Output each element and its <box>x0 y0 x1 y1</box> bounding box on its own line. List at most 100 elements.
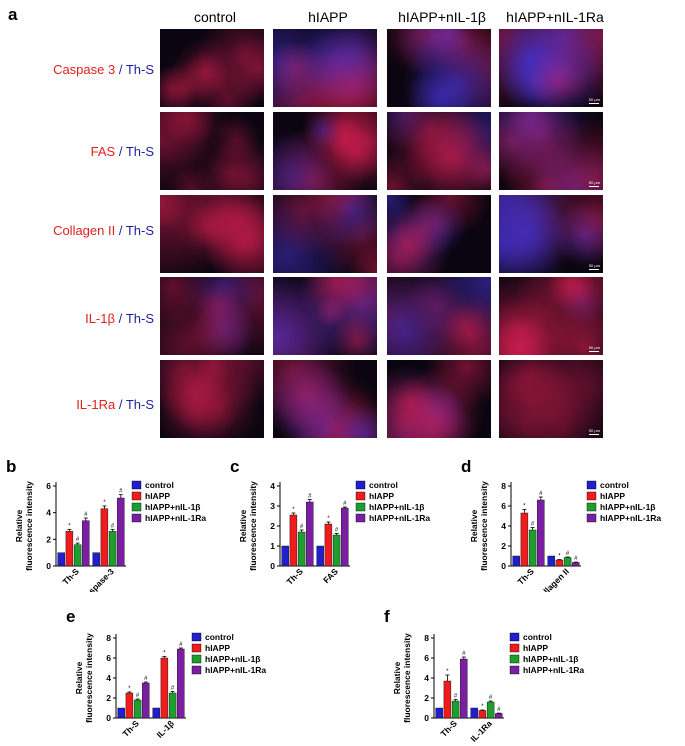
scale-bar-label: 50 μm <box>588 263 600 268</box>
x-tick-label: IL-1β <box>154 718 175 739</box>
legend-swatch <box>509 654 520 664</box>
significance-mark: # <box>497 707 501 713</box>
micrograph-collagen2-hiapp-nil1b <box>387 195 491 273</box>
y-tick-label: 6 <box>46 481 51 491</box>
bar-hiapp-nil-1ra <box>142 682 150 719</box>
legend-label: hIAPP+nIL-1β <box>600 502 656 512</box>
panel-letter-d: d <box>461 457 471 476</box>
significance-mark: # <box>531 522 535 528</box>
micrograph-fas-hiapp <box>273 112 377 190</box>
micrograph-il1ra-hiapp-nil1b <box>387 360 491 438</box>
column-header-hiapp-nil1ra: hIAPP+nIL-1Ra <box>506 9 604 25</box>
panel-letter-c: c <box>230 457 239 476</box>
x-tick-label: Th-S <box>120 718 141 739</box>
bar-hiapp-nil-1- <box>332 534 341 567</box>
significance-mark: # <box>136 693 140 699</box>
bar-hiapp-nil-1ra <box>177 648 185 719</box>
legend-label: hIAPP+nIL-1Ra <box>205 665 266 675</box>
legend-swatch <box>355 502 366 512</box>
micrograph-il1b-control <box>160 277 264 355</box>
bar-control <box>57 552 65 567</box>
micrograph-caspase3-control <box>160 29 264 107</box>
legend-label: hIAPP+nIL-1Ra <box>600 513 661 523</box>
bar-hiapp-nil-1- <box>563 557 572 567</box>
significance-mark: * <box>292 507 295 513</box>
y-tick-label: 0 <box>501 561 506 571</box>
bar-hiapp-nil-1- <box>486 701 495 719</box>
micrograph-collagen2-hiapp <box>273 195 377 273</box>
significance-mark: # <box>84 512 88 518</box>
bar-hiapp <box>125 692 134 719</box>
bar-hiapp-nil-1- <box>297 531 306 567</box>
chart-d: d Relativefluorescence intensity 0 2 4 6 8 * # # T… <box>461 457 661 592</box>
y-axis-label: Relativefluorescence intensity <box>74 633 94 723</box>
x-tick-label: Th-S <box>60 566 81 587</box>
significance-mark: # <box>179 642 183 648</box>
legend-label: hIAPP <box>145 491 170 501</box>
y-tick-label: 3 <box>270 501 275 511</box>
y-tick-label: 0 <box>106 713 111 723</box>
y-tick-label: 8 <box>424 633 429 643</box>
legend-swatch <box>586 513 597 523</box>
y-tick-label: 2 <box>46 534 51 544</box>
micrograph-caspase3-hiapp <box>273 29 377 107</box>
significance-mark: * <box>446 669 449 675</box>
bar-hiapp-nil-1- <box>528 529 537 567</box>
bar-control <box>435 707 443 719</box>
x-tick-label: FAS <box>321 566 340 585</box>
micrograph-fas-hiapp-nil1ra: 50 μm <box>499 112 603 190</box>
legend-label: control <box>205 632 234 642</box>
micrograph-fas-hiapp-nil1b <box>387 112 491 190</box>
row-label-collagen2: Collagen II / Th-S <box>53 223 154 238</box>
bar-control <box>316 545 324 567</box>
significance-mark: * <box>128 686 131 692</box>
legend-swatch <box>586 491 597 501</box>
bar-hiapp-nil-1- <box>168 692 177 719</box>
legend-swatch <box>191 632 202 642</box>
y-axis-label: Relativefluorescence intensity <box>238 481 258 571</box>
scale-bar: 50 μm <box>589 263 600 270</box>
legend-swatch <box>586 480 597 490</box>
legend-swatch <box>509 632 520 642</box>
significance-mark: # <box>539 491 543 497</box>
y-tick-label: 2 <box>501 541 506 551</box>
significance-mark: # <box>171 686 175 692</box>
micrograph-il1b-hiapp-nil1ra: 50 μm <box>499 277 603 355</box>
significance-mark: * <box>558 554 561 560</box>
legend-swatch <box>131 513 142 523</box>
y-axis-label: Relativefluorescence intensity <box>469 481 489 571</box>
significance-mark: # <box>343 501 347 507</box>
x-tick-label: Caspase-3 <box>79 566 116 592</box>
y-tick-label: 2 <box>106 693 111 703</box>
y-tick-label: 4 <box>501 521 506 531</box>
scale-bar-label: 50 μm <box>588 428 600 433</box>
micrograph-il1ra-control <box>160 360 264 438</box>
bar-control <box>281 545 289 567</box>
y-tick-label: 1 <box>270 541 275 551</box>
chart-c: c Relativefluorescence intensity 0 1 2 3 4 * # # T… <box>230 457 430 587</box>
legend-swatch <box>191 643 202 653</box>
significance-mark: # <box>308 494 312 500</box>
bar-hiapp <box>160 657 169 719</box>
bar-hiapp <box>478 710 487 719</box>
chart-e: e Relativefluorescence intensity 0 2 4 6 8 * # # T… <box>66 607 266 740</box>
micrograph-il1ra-hiapp-nil1ra: 50 μm <box>499 360 603 438</box>
panel-letter-a: a <box>8 5 18 24</box>
legend-swatch <box>191 654 202 664</box>
bar-hiapp <box>100 508 109 567</box>
legend-label: hIAPP+nIL-1β <box>145 502 201 512</box>
legend-swatch <box>509 643 520 653</box>
bar-hiapp <box>65 531 74 567</box>
significance-mark: # <box>144 676 148 682</box>
bar-hiapp-nil-1ra <box>572 562 580 567</box>
scale-bar-label: 50 μm <box>588 97 600 102</box>
x-tick-label: Th-S <box>515 566 536 587</box>
x-tick-label: IL-1Ra <box>468 718 494 744</box>
legend-label: hIAPP+nIL-1Ra <box>369 513 430 523</box>
y-tick-label: 0 <box>46 561 51 571</box>
scale-bar: 50 μm <box>589 180 600 187</box>
scale-bar-label: 50 μm <box>588 345 600 350</box>
y-tick-label: 4 <box>106 673 111 683</box>
significance-mark: * <box>163 651 166 657</box>
legend-label: hIAPP+nIL-1β <box>523 654 579 664</box>
